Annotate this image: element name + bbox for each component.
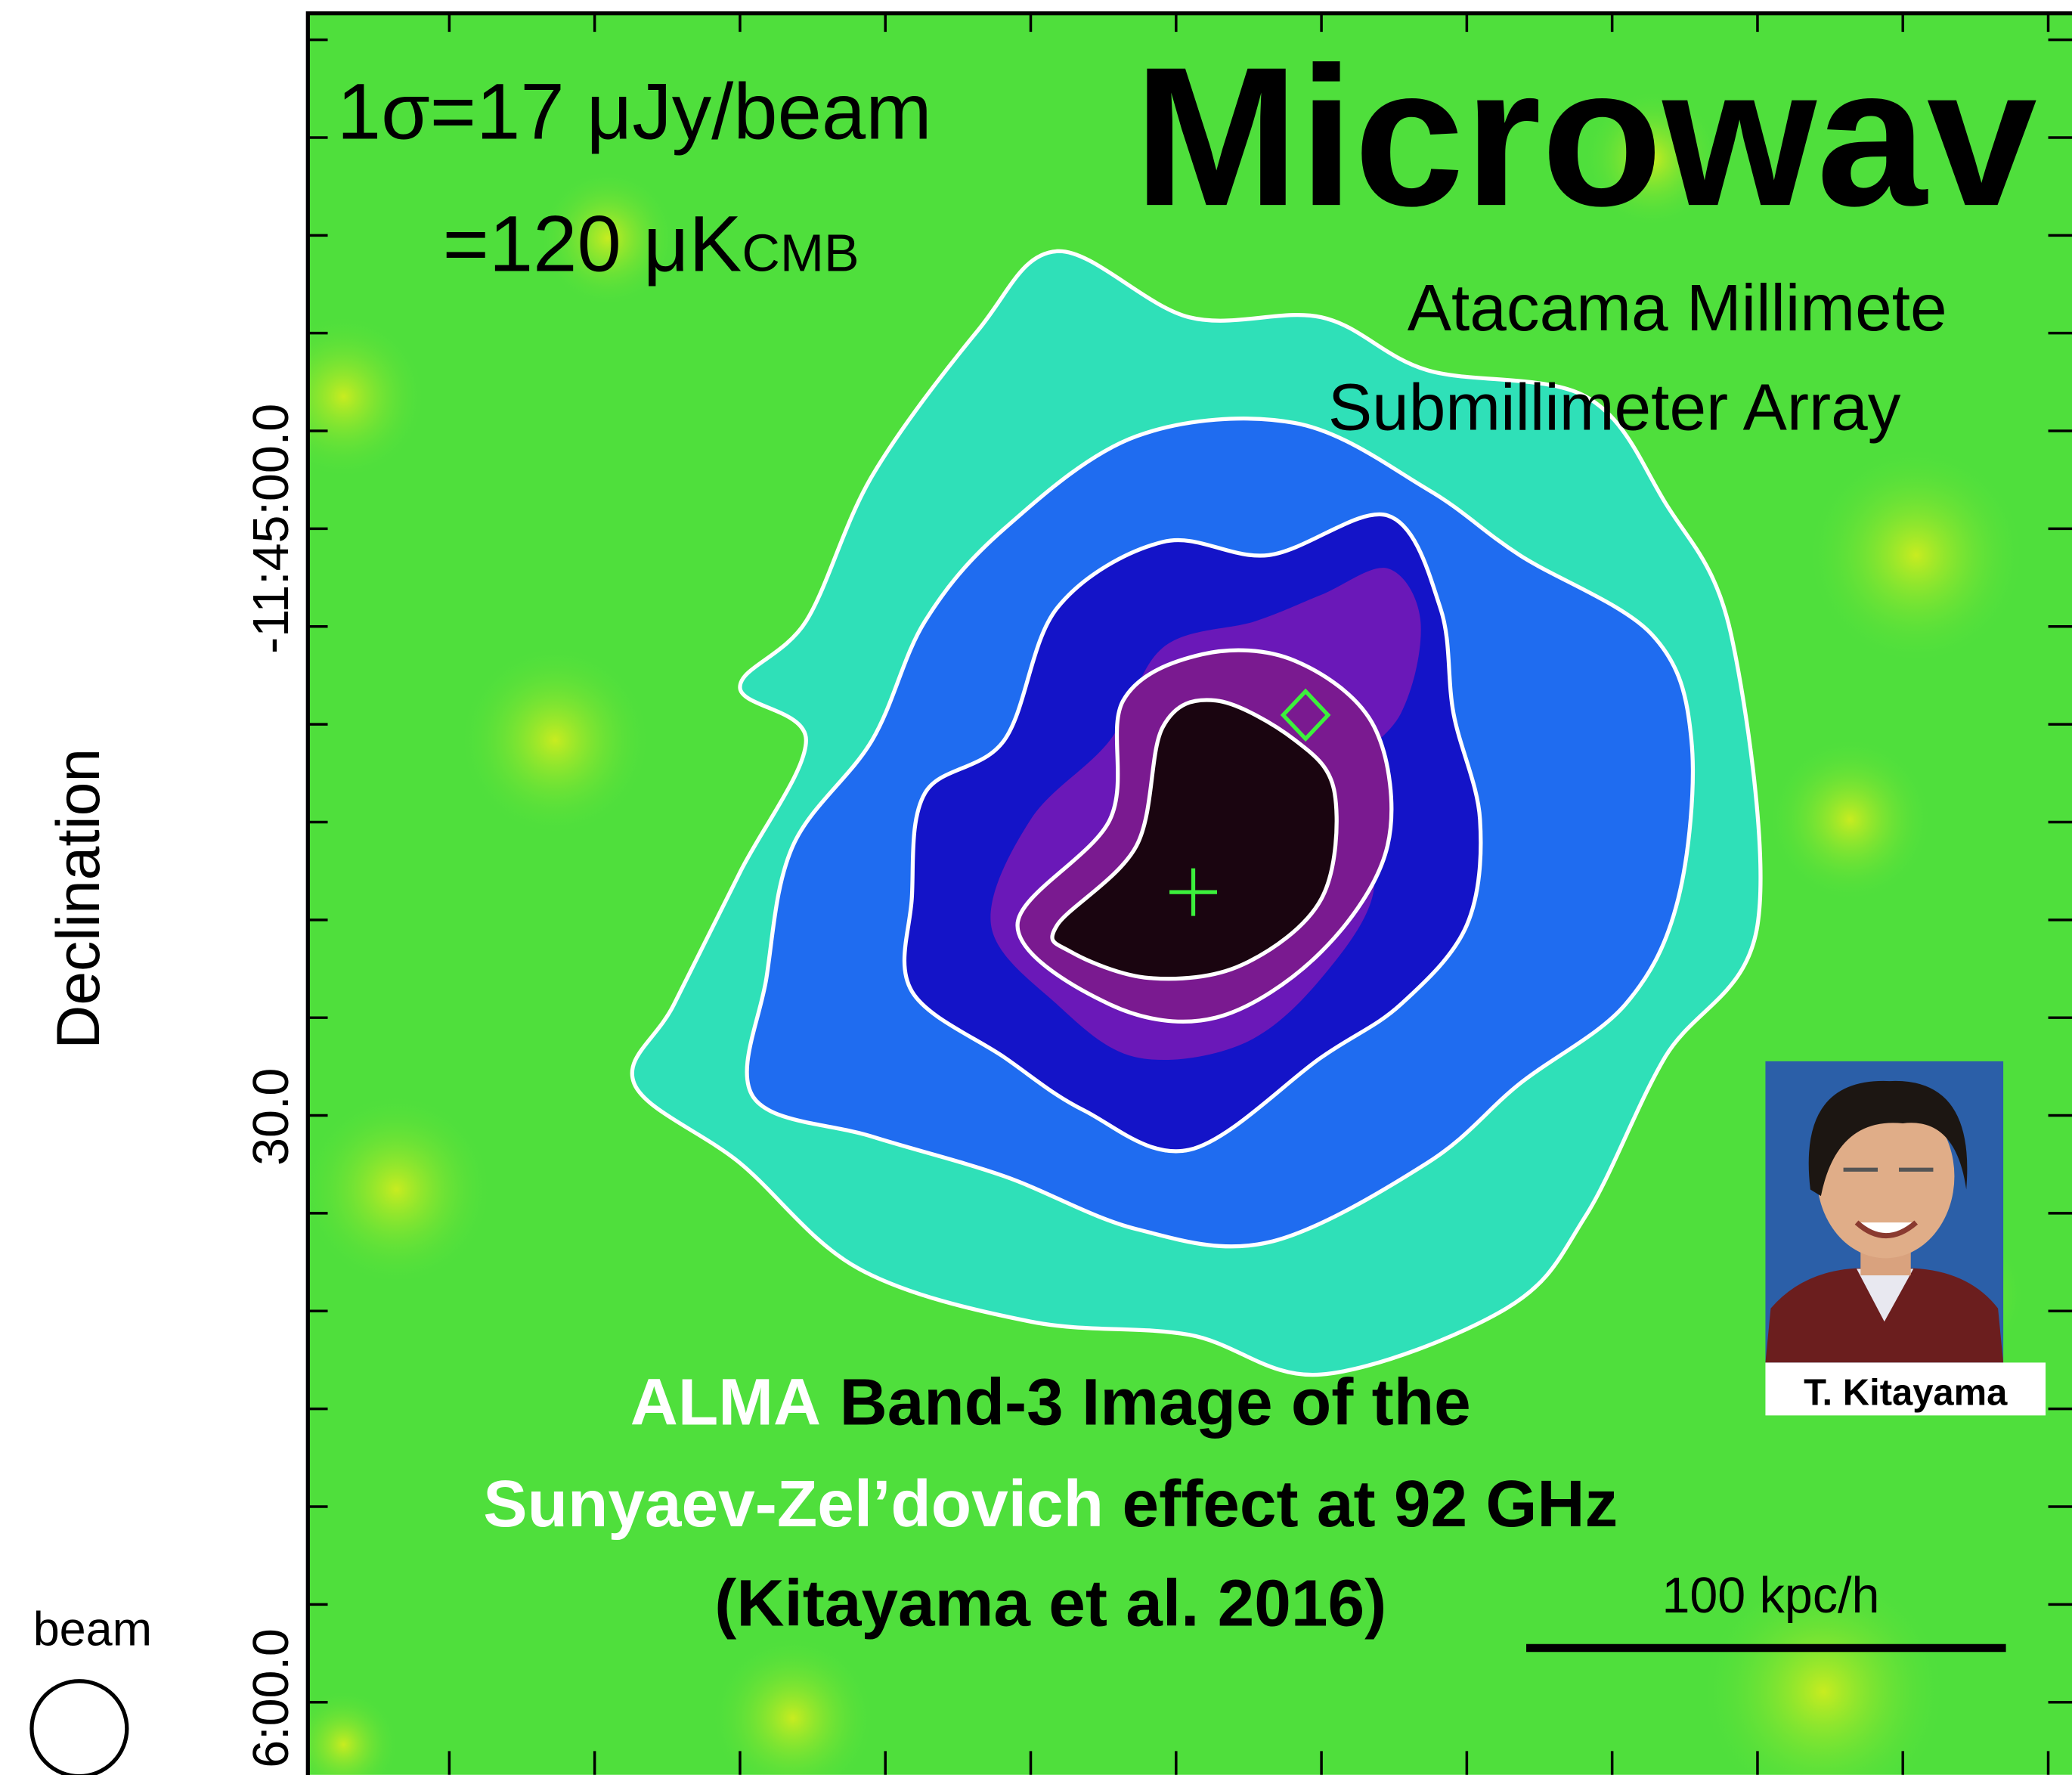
- center-cross: [1169, 868, 1217, 916]
- highlight: Sunyaev-Zel’dovich: [483, 1467, 1104, 1541]
- highlight: ALMA: [630, 1365, 821, 1439]
- noise-spot: [462, 647, 648, 833]
- noise-spot: [1705, 1572, 1943, 1775]
- photo: T. Kitayama: [1765, 1061, 2046, 1416]
- noise-spot: [1585, 92, 1718, 225]
- axis-label: Declination: [45, 748, 113, 1049]
- caption-line: (Kitayama et al. 2016): [714, 1566, 1386, 1640]
- sigma: 1σ=17 μJy/beam: [337, 68, 932, 156]
- sigma-k-sub: CMB: [742, 224, 859, 283]
- noise-spot: [1810, 449, 2022, 661]
- sigma-k: =120 μKCMB: [443, 200, 859, 289]
- text: effect at 92 GHz: [1123, 1467, 1618, 1541]
- noise-spot: [308, 317, 423, 476]
- noise-spot: [713, 1638, 872, 1775]
- beam-circle: [29, 1679, 129, 1775]
- map: [308, 13, 2072, 1775]
- tick-label: 30.0: [243, 1068, 299, 1166]
- source-diamond: [1280, 688, 1331, 742]
- noise-spot: [541, 172, 674, 305]
- subtitle: Atacama Millimete: [1408, 271, 1947, 345]
- photo-caption: T. Kitayama: [1804, 1372, 2008, 1413]
- caption: ALMA Band-3 Image of the Sunyaev-Zel’dovi…: [483, 1365, 1618, 1640]
- subtitle: Submillimeter Array: [1328, 370, 1901, 444]
- tick-label: -11:45:00.0: [243, 404, 299, 654]
- noise-spot: [308, 1691, 397, 1775]
- contour: [1050, 698, 1339, 981]
- title: Microwav: [1134, 26, 2039, 247]
- caption-line: Sunyaev-Zel’dovich effect at 92 GHz: [483, 1467, 1618, 1541]
- beam-label: beam: [33, 1603, 152, 1656]
- tick-label: 6:00.0: [243, 1628, 299, 1768]
- sigma-k-main: =120 μK: [443, 200, 742, 289]
- caption-line: ALMA Band-3 Image of the: [630, 1365, 1471, 1439]
- noise-spot: [1770, 740, 1930, 899]
- frame: [305, 11, 2072, 1775]
- text: Band-3 Image of the: [840, 1365, 1471, 1439]
- noise-spot: [308, 1097, 489, 1282]
- scale-label: 100 kpc/h: [1662, 1568, 1879, 1624]
